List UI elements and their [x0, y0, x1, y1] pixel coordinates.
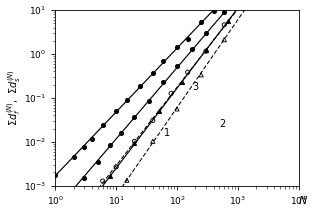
Point [179, 81, 184, 84]
Point [95, 160, 100, 163]
Point [185, 37, 190, 40]
Point [119, 131, 124, 134]
Point [199, 20, 204, 24]
Point [174, 107, 179, 111]
Point [124, 179, 129, 182]
Point [222, 10, 227, 13]
Point [226, 20, 231, 23]
Point [156, 109, 161, 112]
Point [100, 123, 105, 127]
X-axis label: $N$: $N$ [298, 194, 309, 206]
Y-axis label: $\Sigma d_f^{(N)},\ \Sigma d_s^{(N)}$: $\Sigma d_f^{(N)},\ \Sigma d_s^{(N)}$ [5, 69, 23, 126]
Point [132, 141, 137, 144]
Point [150, 119, 155, 122]
Point [53, 173, 58, 177]
Point [53, 209, 58, 212]
Point [124, 99, 129, 102]
Point [203, 50, 208, 53]
Point [174, 64, 179, 68]
Point [174, 46, 179, 49]
Point [222, 23, 227, 26]
Point [82, 145, 87, 148]
Point [222, 38, 227, 41]
Point [100, 179, 105, 183]
Point [199, 73, 204, 77]
Point [240, 3, 245, 7]
Point [211, 10, 216, 13]
Point [161, 59, 166, 63]
Point [90, 137, 95, 141]
Point [108, 143, 113, 147]
Point [161, 80, 166, 83]
Text: 2: 2 [219, 119, 226, 129]
Point [132, 115, 137, 119]
Point [138, 84, 143, 88]
Text: 3: 3 [193, 82, 199, 92]
Point [190, 47, 195, 50]
Point [168, 92, 173, 95]
Point [147, 99, 152, 102]
Point [71, 155, 76, 159]
Text: 1: 1 [163, 128, 170, 138]
Point [150, 139, 155, 143]
Point [246, 4, 251, 7]
Point [82, 209, 87, 212]
Point [114, 165, 119, 169]
Point [150, 72, 155, 75]
Point [185, 71, 190, 74]
Point [71, 187, 76, 191]
Point [203, 48, 208, 52]
Point [203, 32, 208, 35]
Point [82, 205, 87, 209]
Point [82, 176, 87, 180]
Point [114, 109, 119, 112]
Point [132, 140, 137, 143]
Point [108, 174, 113, 178]
